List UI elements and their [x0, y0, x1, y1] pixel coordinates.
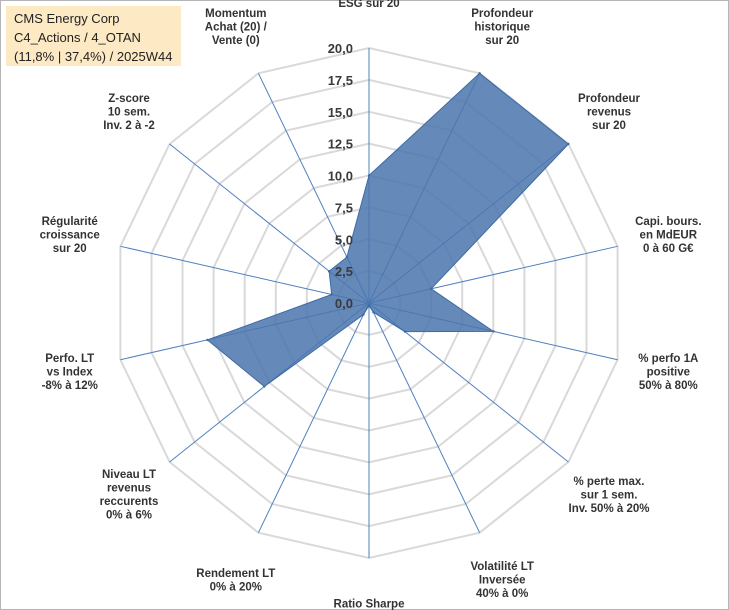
- axis-label: Profondeur revenus sur 20: [578, 93, 640, 132]
- data-point: [372, 311, 375, 314]
- tick-label: 20,0: [328, 41, 353, 56]
- axis-spoke: [368, 302, 481, 533]
- tick-label: 17,5: [328, 73, 353, 88]
- data-point: [263, 385, 266, 388]
- axis-label: Momentum Achat (20) / Vente (0): [205, 8, 268, 47]
- tick-label: 15,0: [328, 105, 353, 120]
- tick-label: 10,0: [328, 169, 353, 184]
- axis-spoke: [257, 302, 370, 533]
- axis-label: Perfo. LT vs Index -8% à 12%: [42, 353, 98, 392]
- data-point: [345, 255, 349, 259]
- data-point: [362, 313, 365, 316]
- axis-label: Profondeur historique sur 20: [471, 8, 533, 47]
- axis-label: Régularité croissance sur 20: [40, 216, 100, 255]
- axis-label: Z-score 10 sem. Inv. 2 à -2: [103, 93, 155, 132]
- tick-label: 0,0: [335, 296, 353, 311]
- radar-series: [206, 72, 570, 388]
- data-point: [567, 142, 570, 146]
- axis-label: % perfo 1A positive 50% à 80%: [638, 353, 698, 392]
- data-point: [206, 338, 209, 342]
- chart-title-box: CMS Energy Corp C4_Actions / 4_OTAN (11,…: [6, 6, 181, 66]
- axis-label: Ratio Sharpe0 à 1: [334, 598, 405, 610]
- tick-label: 2,5: [335, 264, 353, 279]
- axis-label: NoteESG sur 20: [338, 0, 399, 10]
- data-point: [478, 72, 481, 75]
- data-point: [403, 330, 407, 333]
- axis-label: Rendement LT 0% à 20%: [196, 568, 275, 594]
- data-point: [367, 304, 371, 307]
- tick-label: 12,5: [328, 137, 353, 152]
- series-area: [206, 72, 570, 388]
- chart-title-company: CMS Energy Corp: [14, 11, 120, 26]
- chart-title-portfolio: C4_Actions / 4_OTAN: [14, 30, 141, 45]
- tick-label: 5,0: [335, 232, 353, 247]
- data-point: [367, 174, 371, 177]
- axis-label: Volatilité LT Inversée 40% à 0%: [470, 561, 533, 600]
- radial-ticks: 0,0 2,5 5,0 7,5 10,0 12,5 15,0 17,5 20,0: [328, 41, 353, 311]
- axis-label: Niveau LT revenus reccurents 0% à 6%: [100, 469, 159, 522]
- axis-spoke: [120, 245, 370, 304]
- axis-label: Capi. bours. en MdEUR 0 à 60 G€: [635, 216, 701, 255]
- data-point: [492, 330, 495, 333]
- chart-title-stats: (11,8% | 37,4%) / 2025W44: [14, 49, 173, 64]
- data-point: [327, 270, 331, 273]
- axis-label: % perte max. sur 1 sem. Inv. 50% à 20%: [569, 476, 650, 515]
- data-point: [430, 287, 433, 290]
- tick-label: 7,5: [335, 200, 353, 215]
- data-point: [330, 293, 333, 296]
